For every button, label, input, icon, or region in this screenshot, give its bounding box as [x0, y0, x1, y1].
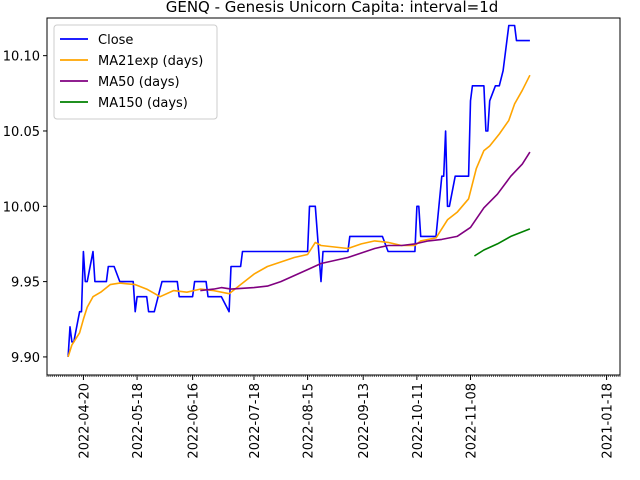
series-line-close — [67, 24, 530, 357]
y-tick-label: 10.00 — [3, 200, 40, 215]
legend-label: MA50 (days) — [98, 75, 180, 90]
legend-label: MA150 (days) — [98, 96, 188, 111]
series-layer — [67, 24, 531, 358]
x-tick-label: 2022-09-13 — [357, 383, 372, 459]
y-tick-label: 9.90 — [11, 351, 40, 366]
tick-layer: 9.90 9.95 10.00 10.05 10.10 2022-04-20 2022-05… — [3, 50, 621, 459]
legend-label: MA21exp (days) — [98, 54, 203, 69]
x-tick-label: 2022-04-20 — [77, 383, 92, 459]
x-tick-label: 2022-10-11 — [411, 383, 426, 459]
y-tick-label: 10.05 — [3, 125, 40, 140]
legend-label: Close — [98, 33, 133, 48]
y-tick-label: 10.10 — [3, 50, 40, 65]
plot-frame — [46, 17, 621, 376]
x-tick-label: 2022-08-15 — [302, 383, 317, 459]
series-line-ma150-days — [473, 228, 531, 257]
series-line-ma50-days — [200, 151, 531, 292]
chart-title: GENQ - Genesis Unicorn Capita: interval=… — [166, 0, 499, 16]
series-line-ma21exp-days — [67, 74, 531, 358]
x-tick-label: 2022-11-08 — [465, 383, 480, 459]
x-tick-label: 2022-07-18 — [248, 383, 263, 459]
y-tick-label: 9.95 — [11, 276, 40, 291]
legend: Close MA21exp (days) MA50 (days) MA150 (day… — [53, 24, 218, 120]
legend-box — [53, 24, 218, 120]
x-tick-label: 2022-05-18 — [131, 383, 146, 459]
x-tick-label: 2021-01-18 — [601, 383, 616, 459]
x-tick-label: 2022-06-16 — [187, 383, 202, 459]
